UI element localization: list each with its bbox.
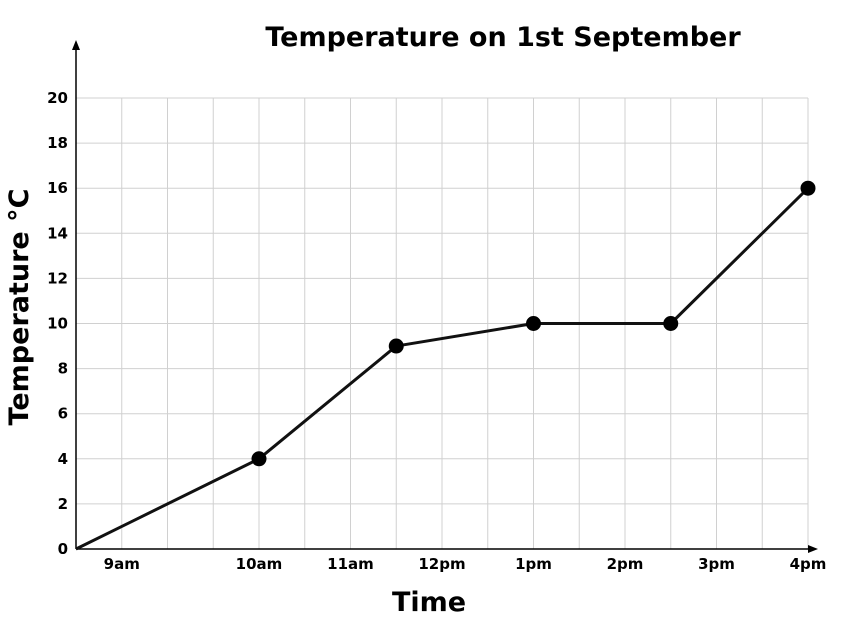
- y-tick-label: 18: [47, 134, 68, 152]
- y-tick-label: 2: [58, 495, 68, 513]
- y-tick-label: 8: [58, 360, 68, 378]
- series-line: [75, 187, 810, 551]
- data-point: [526, 316, 541, 331]
- y-axis-arrow: [72, 40, 80, 50]
- y-tick-label: 0: [58, 540, 68, 558]
- x-tick-label: 9am: [104, 555, 140, 573]
- axes: [72, 40, 818, 553]
- x-tick-label: 2pm: [607, 555, 644, 573]
- data-point: [800, 180, 816, 196]
- x-axis-title: Time: [392, 587, 466, 618]
- y-tick-label: 6: [58, 405, 68, 423]
- x-tick-label: 4pm: [790, 555, 827, 573]
- x-tick-label: 1pm: [515, 555, 552, 573]
- chart-title: Temperature on 1st September: [265, 22, 741, 53]
- y-tick-label: 12: [47, 269, 68, 287]
- data-point: [388, 338, 404, 354]
- y-tick-label: 4: [58, 450, 68, 468]
- y-tick-label: 16: [47, 179, 68, 197]
- y-tick-label: 14: [47, 224, 68, 242]
- y-tick-label: 10: [47, 315, 68, 333]
- y-tick-labels: 0 2 4 6 8 10 12 14 16 18 20: [47, 89, 68, 558]
- grid: [76, 97, 809, 549]
- y-axis-title: Temperature °C: [4, 189, 35, 426]
- data-point: [663, 316, 679, 331]
- x-tick-label: 12pm: [418, 555, 465, 573]
- series: [75, 180, 816, 551]
- x-tick-label: 10am: [236, 555, 283, 573]
- y-tick-label: 20: [47, 89, 68, 107]
- x-tick-label: 3pm: [698, 555, 735, 573]
- data-point: [251, 451, 267, 467]
- x-tick-labels: 9am 10am 11am 12pm 1pm 2pm 3pm 4pm: [104, 555, 827, 573]
- x-axis-arrow: [808, 545, 818, 553]
- x-tick-label: 11am: [327, 555, 374, 573]
